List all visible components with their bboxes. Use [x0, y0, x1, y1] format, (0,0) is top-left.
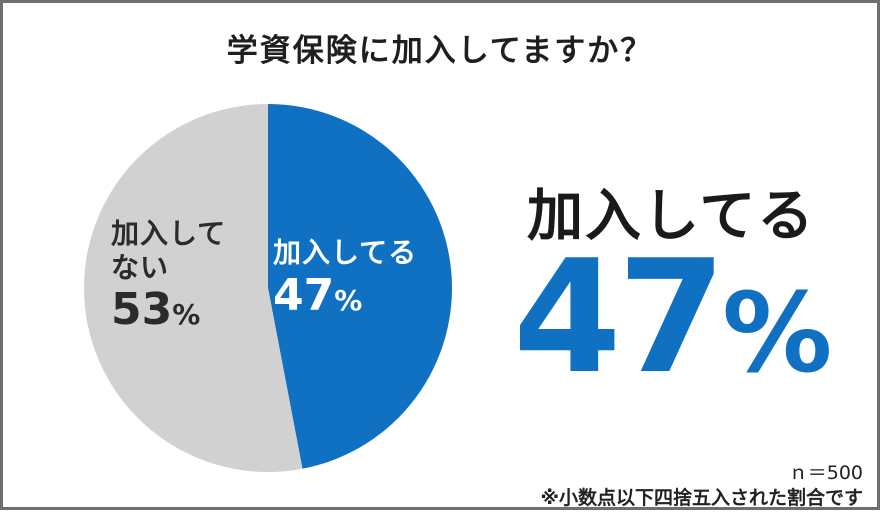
- pie-chart: [84, 104, 453, 472]
- slice-label-joined-percent: %: [334, 283, 363, 317]
- sample-size-note: ｎ＝500: [788, 462, 863, 484]
- slice-label-not-joined-percent: %: [172, 298, 201, 332]
- highlight-percent-sign: %: [722, 269, 833, 397]
- pie-slice-joined: [268, 104, 453, 469]
- slice-label-joined: 加入してる 47%: [273, 236, 417, 322]
- pie-slice-not-joined: [84, 104, 303, 472]
- rounding-note: ※小数点以下四捨五入された割合です: [540, 487, 863, 509]
- highlight-label: 加入してる: [527, 184, 816, 249]
- chart-title: 学資保険に加入してますか？: [226, 33, 654, 69]
- slice-label-not-joined-value: 53: [111, 284, 173, 336]
- highlight-value: 47: [513, 226, 726, 408]
- slice-label-joined-text: 加入してる: [273, 236, 418, 269]
- slice-label-joined-value: 47: [273, 269, 335, 321]
- slice-label-not-joined-line2: ない: [111, 250, 170, 284]
- highlight-percentage: 47%: [513, 239, 832, 395]
- slice-label-not-joined: 加入して ない 53%: [111, 217, 226, 337]
- slice-label-not-joined-line1: 加入して: [111, 217, 227, 250]
